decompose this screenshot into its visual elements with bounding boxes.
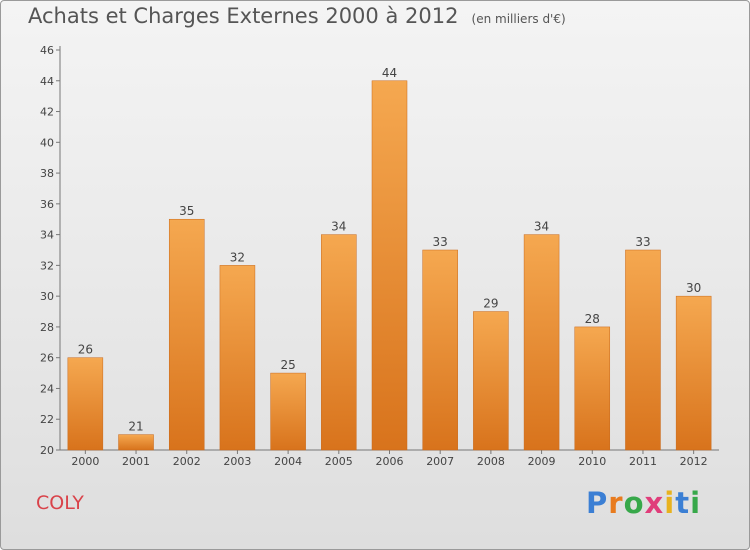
proxiti-logo: Proxiti <box>586 486 701 520</box>
y-tick-label: 28 <box>40 321 54 334</box>
bar-value-label: 30 <box>686 281 701 295</box>
bar-2008 <box>473 311 509 451</box>
bar-2000 <box>67 357 104 451</box>
chart-title-unit: (en milliers d'€) <box>471 12 566 26</box>
x-tick-label: 2009 <box>528 455 556 468</box>
chart-title-main: Achats et Charges Externes 2000 à 2012 <box>28 4 459 28</box>
bar-value-label: 21 <box>128 420 143 434</box>
logo-letter: t <box>675 486 691 520</box>
logo-letter: P <box>586 486 609 520</box>
x-tick-label: 2012 <box>680 455 708 468</box>
x-tick-label: 2002 <box>173 455 201 468</box>
y-tick-label: 30 <box>40 290 54 303</box>
bar-value-label: 32 <box>230 250 245 264</box>
bar-2003 <box>219 265 256 451</box>
commune-name: COLY <box>36 492 84 514</box>
bar-2006 <box>371 80 408 451</box>
bar-2011 <box>625 249 661 451</box>
y-tick-label: 20 <box>40 444 54 457</box>
x-tick-label: 2006 <box>376 455 404 468</box>
bar-value-label: 44 <box>382 66 397 80</box>
x-tick-label: 2005 <box>325 455 353 468</box>
x-tick-label: 2010 <box>578 455 606 468</box>
bar-value-label: 34 <box>534 220 549 234</box>
bar-2012 <box>675 295 712 451</box>
bar-value-label: 29 <box>483 297 498 311</box>
bar-2004 <box>270 372 306 451</box>
bars: 26 21 35 32 25 34 44 33 29 34 28 33 30 <box>67 66 712 451</box>
y-tick-label: 38 <box>40 167 54 180</box>
bar-value-label: 26 <box>78 343 93 357</box>
x-tick-label: 2004 <box>274 455 302 468</box>
y-tick-label: 46 <box>40 44 54 57</box>
bar-value-label: 25 <box>280 358 295 372</box>
y-tick-label: 26 <box>40 352 54 365</box>
logo-letter: i <box>690 486 702 520</box>
bar-2010 <box>574 326 611 451</box>
bar-2001 <box>118 434 154 451</box>
x-tick-label: 2008 <box>477 455 505 468</box>
bar-value-label: 35 <box>179 204 194 218</box>
x-tick-label: 2003 <box>223 455 251 468</box>
x-tick-label: 2001 <box>122 455 150 468</box>
x-tick-label: 2011 <box>629 455 657 468</box>
bar-2002 <box>168 218 205 451</box>
y-tick-label: 40 <box>40 136 54 149</box>
bar-2007 <box>422 249 458 451</box>
bar-value-label: 33 <box>433 235 448 249</box>
logo-letter: x <box>644 486 665 520</box>
bar-value-label: 33 <box>635 235 650 249</box>
logo-letter: i <box>664 486 676 520</box>
bar-2009 <box>523 234 560 451</box>
y-tick-label: 42 <box>40 106 54 119</box>
y-tick-label: 24 <box>40 382 54 395</box>
y-tick-label: 36 <box>40 198 54 211</box>
bar-value-label: 28 <box>585 312 600 326</box>
logo-letter: o <box>623 486 645 520</box>
logo-letter: r <box>608 486 624 520</box>
bar-2005 <box>321 234 357 451</box>
x-tick-label: 2007 <box>426 455 454 468</box>
y-tick-label: 44 <box>40 75 54 88</box>
bar-value-label: 34 <box>331 220 346 234</box>
y-tick-label: 34 <box>40 229 54 242</box>
chart-title: Achats et Charges Externes 2000 à 2012 (… <box>28 4 566 28</box>
x-tick-label: 2000 <box>71 455 99 468</box>
y-tick-label: 32 <box>40 259 54 272</box>
y-tick-label: 22 <box>40 413 54 426</box>
